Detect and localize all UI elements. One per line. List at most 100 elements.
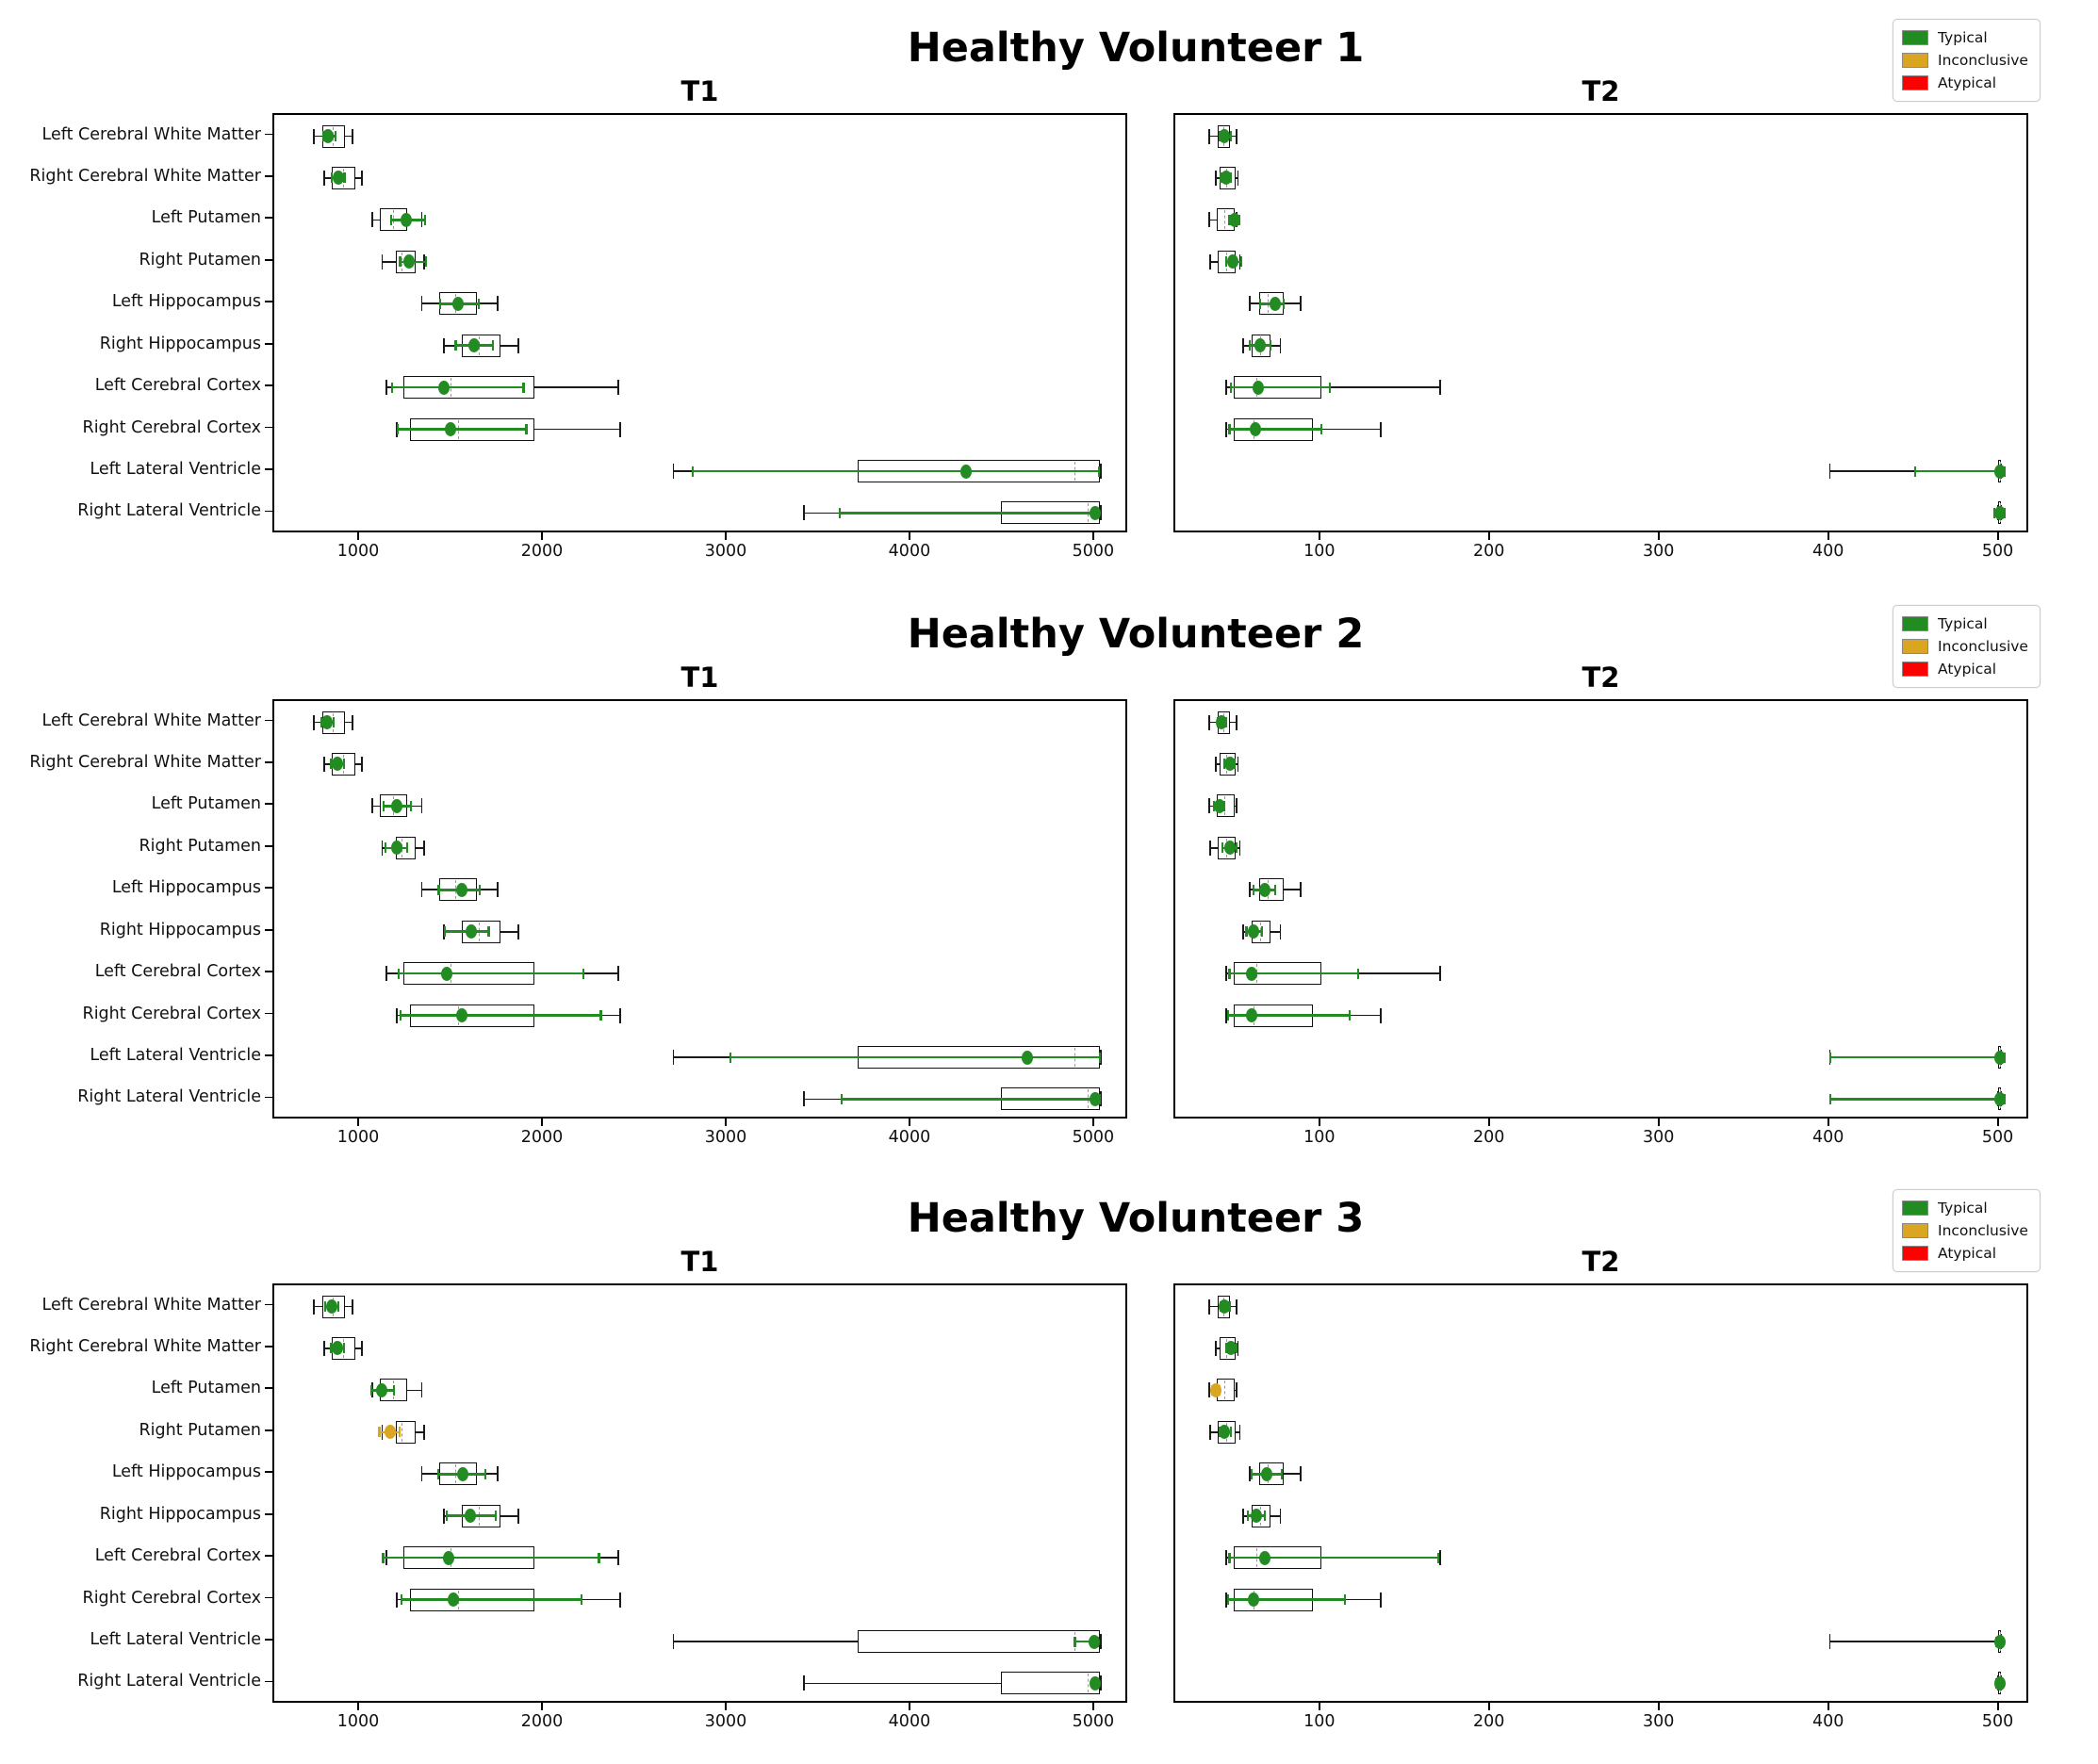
whisker-cap: [1379, 421, 1382, 437]
whisker-cap: [1099, 464, 1102, 480]
error-bar: [839, 512, 1098, 514]
y-tickmark: [265, 1387, 272, 1390]
whisker-cap: [1249, 296, 1252, 312]
data-point: [1225, 1341, 1237, 1356]
box: [858, 1630, 1100, 1654]
whisker-cap: [1279, 337, 1282, 353]
error-bar-cap: [1828, 1093, 1831, 1104]
data-point: [332, 1341, 344, 1356]
data-point: [391, 798, 403, 813]
error-bar-cap: [525, 424, 528, 435]
y-tickmark: [265, 384, 272, 387]
legend-label: Atypical: [1938, 74, 1997, 91]
x-tickmark: [541, 1703, 543, 1710]
data-point: [1220, 171, 1232, 186]
whisker-cap: [1208, 1298, 1210, 1315]
y-tickmark: [265, 1303, 272, 1306]
category-label: Left Cerebral Cortex: [94, 1546, 261, 1566]
y-tickmark: [265, 761, 272, 763]
category-label: Left Putamen: [151, 208, 261, 228]
x-tickmark: [1318, 532, 1320, 540]
x-tick-label: 5000: [1072, 542, 1115, 561]
data-point: [1089, 1091, 1101, 1106]
x-tickmark: [909, 532, 910, 540]
whisker-cap: [361, 756, 363, 772]
data-point: [1993, 1050, 2006, 1065]
figure-title: Healthy Volunteer 2: [907, 611, 1365, 658]
error-bar-cap: [445, 1511, 448, 1522]
x-tickmark: [909, 1119, 910, 1126]
whisker-cap: [313, 128, 316, 144]
category-label: Left Cerebral Cortex: [94, 962, 261, 982]
whisker-cap: [617, 966, 619, 982]
legend-swatch-inconclusive-icon: [1902, 53, 1928, 68]
error-bar-cap: [1250, 1468, 1254, 1479]
error-bar-cap: [378, 1427, 381, 1438]
x-tickmark: [1657, 1119, 1660, 1126]
whisker-cap: [352, 128, 354, 144]
x-tickmark: [1657, 532, 1660, 540]
data-point: [1993, 464, 2006, 479]
x-tick-label: 100: [1303, 1128, 1336, 1147]
error-bar-cap: [1221, 842, 1224, 854]
y-tickmark: [265, 1555, 272, 1558]
error-bar-cap: [400, 1594, 402, 1606]
box: [1001, 1672, 1100, 1695]
error-bar-cap: [1226, 1010, 1229, 1021]
x-tickmark: [1996, 532, 1999, 540]
x-tickmark: [1487, 532, 1490, 540]
legend-swatch-typical-icon: [1902, 1200, 1928, 1216]
error-bar-cap: [443, 926, 446, 938]
panel-title-t2: T2: [1582, 1246, 1620, 1278]
error-bar-cap: [398, 1427, 402, 1438]
category-label: Right Lateral Ventricle: [77, 1087, 261, 1107]
data-point: [1993, 505, 2006, 520]
y-tickmark: [265, 258, 272, 261]
whisker-cap: [420, 882, 423, 898]
error-bar: [1914, 469, 2005, 473]
data-point: [1210, 1382, 1222, 1397]
y-tickmark: [265, 803, 272, 806]
error-bar: [1227, 1014, 1351, 1017]
x-tickmark: [357, 1703, 359, 1710]
category-label: Right Putamen: [139, 1420, 261, 1440]
error-bar-cap: [1245, 926, 1248, 938]
y-tickmark: [265, 1012, 272, 1015]
legend-item: Inconclusive: [1902, 1219, 2028, 1242]
legend-label: Inconclusive: [1938, 52, 2028, 69]
y-tickmark: [265, 1429, 272, 1431]
whisker-cap: [1215, 756, 1218, 772]
whisker-cap: [617, 1550, 619, 1566]
error-bar: [398, 972, 583, 975]
data-point: [437, 380, 450, 395]
category-label: Right Cerebral Cortex: [82, 1588, 261, 1608]
category-label: Left Putamen: [151, 794, 261, 814]
volunteer-section: Healthy Volunteer 1 Typical Inconclusive At…: [0, 0, 2098, 586]
error-bar-cap: [729, 1052, 731, 1063]
data-point: [442, 1550, 454, 1565]
error-bar-cap: [1247, 1511, 1250, 1522]
whisker-cap: [1209, 1424, 1211, 1440]
x-tickmark: [1318, 1703, 1320, 1710]
error-bar-cap: [1264, 1511, 1267, 1522]
whisker-cap: [1828, 1634, 1831, 1650]
x-tickmark: [1092, 1703, 1094, 1710]
error-bar-cap: [1097, 466, 1100, 477]
data-point: [441, 966, 453, 981]
whisker-cap: [672, 1050, 675, 1066]
y-tickmark: [265, 217, 272, 220]
axes-t2: [1173, 1283, 2028, 1703]
panel-title-t2: T2: [1582, 75, 1620, 107]
x-tick-label: 500: [1981, 1712, 2014, 1731]
whisker-cap: [619, 1592, 621, 1608]
figure-title: Healthy Volunteer 3: [907, 1195, 1365, 1242]
whisker-cap: [1237, 170, 1239, 186]
error-bar-cap: [1228, 424, 1231, 435]
error-bar-cap: [384, 842, 387, 854]
error-bar-cap: [1274, 884, 1277, 895]
x-tick-label: 1000: [336, 1712, 380, 1731]
whisker: [1829, 1641, 2002, 1642]
data-point: [960, 464, 973, 479]
data-point: [466, 924, 477, 939]
legend: Typical Inconclusive Atypical: [1893, 19, 2041, 102]
